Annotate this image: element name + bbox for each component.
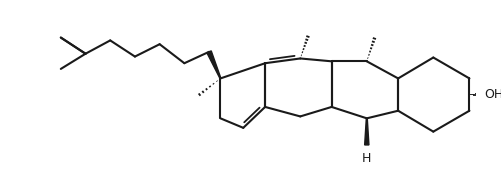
Polygon shape: [365, 118, 369, 145]
Text: H: H: [362, 152, 371, 165]
Polygon shape: [207, 51, 221, 79]
Text: OH: OH: [484, 88, 501, 101]
